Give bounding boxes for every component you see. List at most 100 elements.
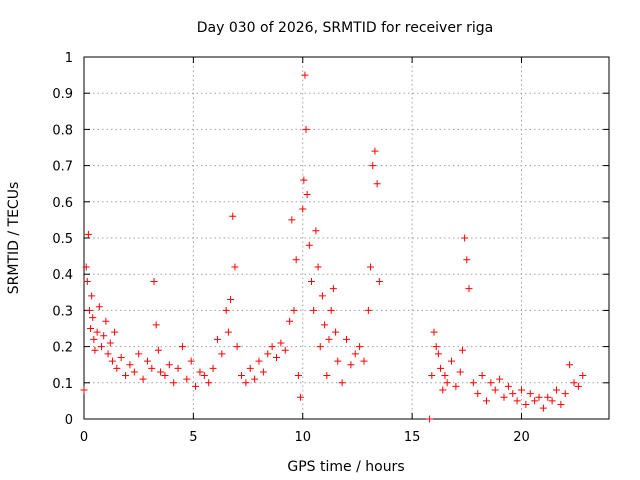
data-point <box>152 321 160 329</box>
data-point <box>465 285 473 293</box>
data-point <box>113 364 121 372</box>
data-point <box>174 364 182 372</box>
y-tick-label: 0.4 <box>52 268 73 283</box>
data-point <box>277 339 285 347</box>
data-point <box>432 343 440 351</box>
x-tick-label: 0 <box>80 430 88 445</box>
data-point <box>474 390 482 398</box>
y-tick-label: 0.1 <box>52 377 73 392</box>
data-point <box>343 335 350 343</box>
data-point <box>509 390 517 398</box>
data-point <box>327 306 335 314</box>
data-point <box>100 332 108 340</box>
data-point <box>531 397 539 405</box>
data-point <box>85 306 93 314</box>
data-point <box>108 357 116 365</box>
data-point <box>456 368 464 376</box>
y-tick-label: 0.5 <box>52 232 73 247</box>
data-point <box>200 372 208 380</box>
data-point <box>316 343 324 351</box>
data-point <box>491 386 499 394</box>
data-point <box>259 368 267 376</box>
data-point <box>434 350 442 358</box>
data-point <box>82 263 90 271</box>
data-point <box>356 343 364 351</box>
data-point <box>300 176 308 184</box>
data-point <box>251 375 259 383</box>
data-point <box>264 350 272 358</box>
y-tick-label: 0.2 <box>52 341 73 356</box>
data-point <box>95 303 103 311</box>
grid <box>84 57 609 419</box>
data-point <box>88 292 96 300</box>
data-point <box>574 382 582 390</box>
data-point <box>222 306 230 314</box>
data-point <box>290 306 298 314</box>
data-point <box>224 328 232 336</box>
data-point <box>347 361 355 369</box>
data-point <box>448 357 455 365</box>
data-point <box>367 263 375 271</box>
data-point <box>292 256 300 264</box>
data-point <box>312 227 320 235</box>
data-point <box>143 357 151 365</box>
data-point <box>308 277 315 285</box>
data-point <box>117 353 125 361</box>
data-point <box>205 379 213 387</box>
data-point <box>80 386 88 394</box>
data-point <box>561 390 569 398</box>
x-tick-label: 15 <box>404 430 421 445</box>
data-point <box>157 368 165 376</box>
data-point <box>579 372 587 380</box>
data-point <box>458 346 466 354</box>
data-point <box>334 357 342 365</box>
data-point <box>323 372 331 380</box>
y-tick-label: 0.7 <box>52 160 73 175</box>
data-point <box>187 357 195 365</box>
data-point <box>487 379 495 387</box>
data-point <box>227 296 235 304</box>
data-point <box>255 357 263 365</box>
data-point <box>557 401 565 409</box>
x-axis-title: GPS time / hours <box>287 459 404 475</box>
y-tick-label: 1 <box>65 51 73 66</box>
data-point <box>196 368 204 376</box>
data-point <box>161 372 169 380</box>
data-point <box>302 125 310 133</box>
data-point <box>83 277 91 285</box>
data-point <box>539 404 547 412</box>
data-point <box>318 292 326 300</box>
data-point <box>303 191 311 199</box>
data-point <box>360 357 368 365</box>
data-point <box>483 397 490 405</box>
data-point <box>89 314 97 322</box>
y-tick-label: 0.9 <box>52 87 73 102</box>
data-point <box>430 328 438 336</box>
data-point <box>233 343 241 351</box>
data-point <box>93 328 101 336</box>
data-point <box>229 212 237 220</box>
data-point <box>130 368 138 376</box>
data-point <box>325 335 333 343</box>
y-tick-label: 0.8 <box>52 123 73 138</box>
data-point <box>165 361 173 369</box>
data-point <box>375 277 383 285</box>
y-tick-label: 0 <box>65 413 73 428</box>
data-point <box>332 328 340 336</box>
data-point <box>314 263 322 271</box>
data-point <box>526 390 534 398</box>
x-tick-label: 5 <box>189 430 197 445</box>
data-point <box>170 379 178 387</box>
data-point <box>122 372 130 380</box>
data-point <box>522 401 530 409</box>
data-point <box>84 230 92 238</box>
data-point <box>192 382 200 390</box>
data-point <box>273 353 280 361</box>
data-point <box>544 393 552 401</box>
data-point <box>469 379 477 387</box>
data-point <box>297 393 305 401</box>
data-point <box>154 346 162 354</box>
data-point <box>310 306 318 314</box>
data-point <box>268 343 276 351</box>
